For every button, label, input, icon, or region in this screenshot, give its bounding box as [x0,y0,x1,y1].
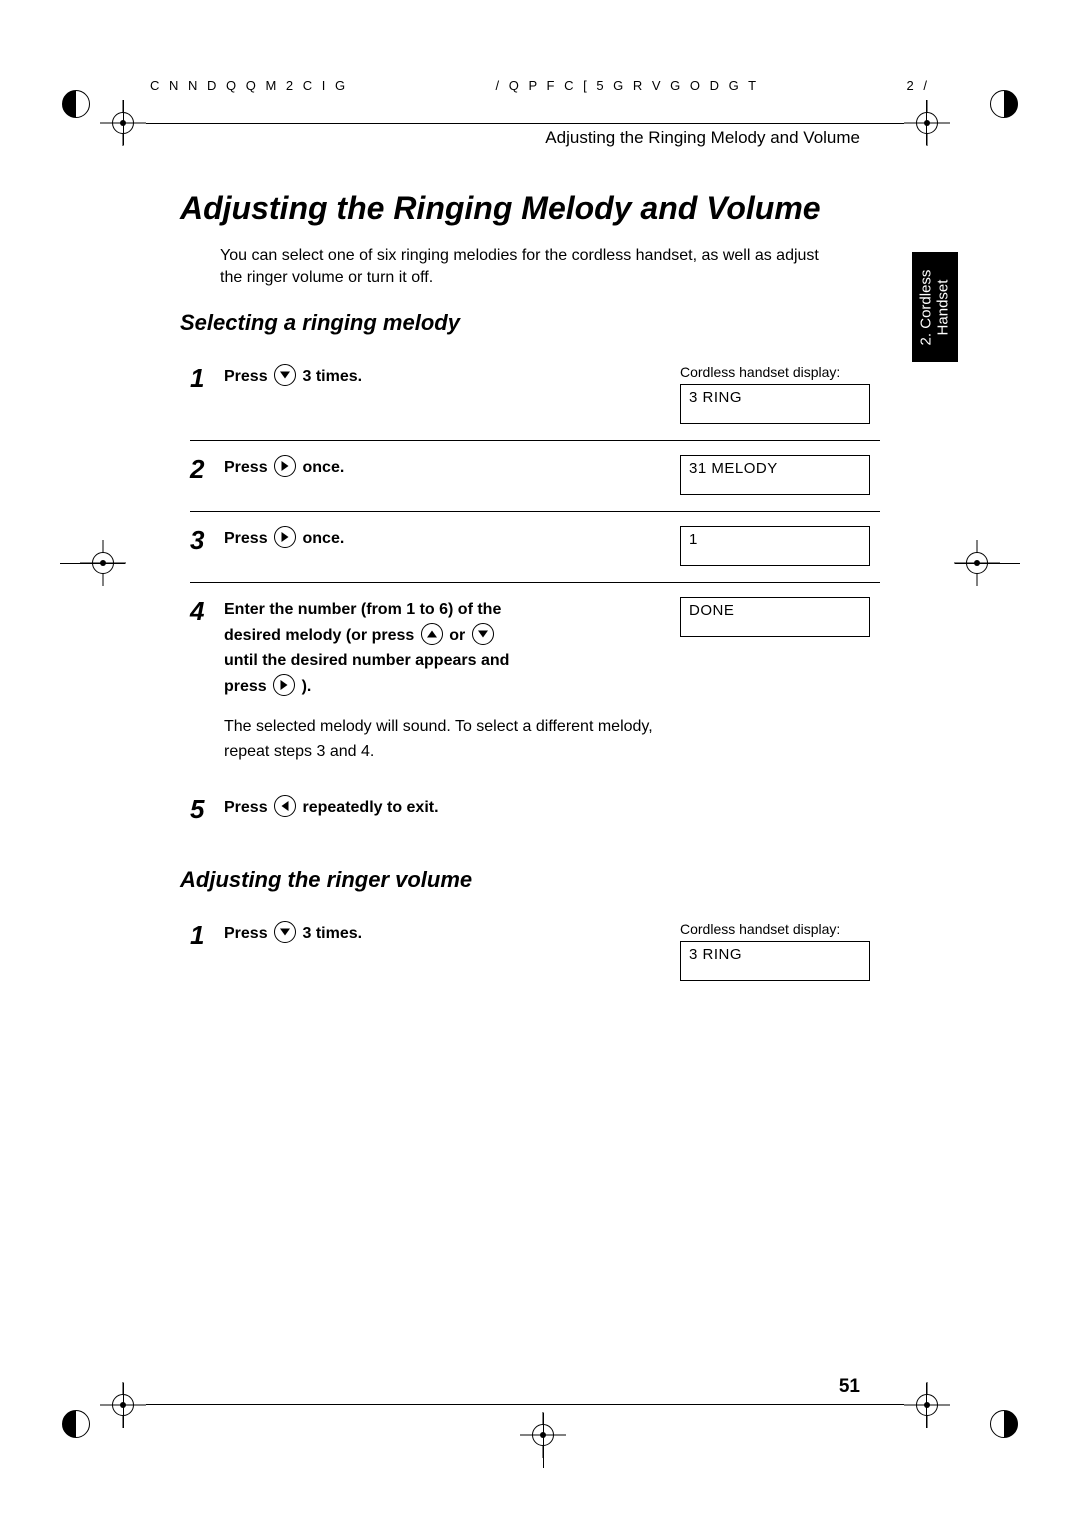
step-row: 4 Enter the number (from 1 to 6) of the … [190,582,880,781]
reg-crosshair [904,1382,950,1428]
step-row: 3 Press once. 1 [190,511,880,582]
display-column: DONE [680,597,880,637]
hdr-right: 2 / [907,78,930,93]
section2-grid: 1 Press 3 times. Cordless handset displa… [190,907,880,997]
display-column: 1 [680,526,880,566]
header-codes: C N N D Q Q M 2 C I G / Q P F C [ 5 G R … [150,78,930,93]
step-row: 5 Press repeatedly to exit. [190,781,880,840]
step-body: Press once. [224,455,680,481]
step-line: desired melody (or press or [224,623,668,649]
down-arrow-icon [274,921,296,943]
step-body: Press repeatedly to exit. [224,795,680,821]
step-text: Press [224,925,272,942]
display-box: 1 [680,526,870,566]
content: Adjusting the Ringing Melody and Volume … [180,190,880,997]
step-text: Enter the number (from 1 to 6) of the [224,597,668,623]
reg-crosshair [904,100,950,146]
step-text: or [449,627,469,644]
step-text: until the desired number appears and [224,648,668,674]
step-row: 1 Press 3 times. Cordless handset displa… [190,350,880,440]
step-row: 1 Press 3 times. Cordless handset displa… [190,907,880,997]
step-number: 2 [190,455,224,484]
display-caption: Cordless handset display: [680,364,880,380]
step-body: Press 3 times. [224,364,680,390]
step-text: Press [224,459,272,476]
step-note: The selected melody will sound. To selec… [224,714,668,765]
page-number: 51 [839,1376,860,1398]
reg-halfdisk [990,90,1018,118]
reg-crosshair [100,1382,146,1428]
reg-crosshair [520,1412,566,1458]
right-arrow-icon [274,526,296,548]
reg-line [543,1413,544,1468]
page-title: Adjusting the Ringing Melody and Volume [180,190,880,227]
step-line: press ). [224,674,668,700]
step-number: 1 [190,364,224,393]
display-box: DONE [680,597,870,637]
reg-line [146,123,904,124]
section1-grid: 1 Press 3 times. Cordless handset displa… [190,350,880,839]
step-text: press [224,678,271,695]
display-box: 31 MELODY [680,455,870,495]
intro-text: You can select one of six ringing melodi… [220,245,820,288]
side-tab: 2. CordlessHandset [912,252,958,362]
reg-line [60,563,125,564]
reg-halfdisk [990,1410,1018,1438]
step-number: 4 [190,597,224,626]
left-arrow-icon [274,795,296,817]
up-arrow-icon [421,623,443,645]
section1-heading: Selecting a ringing melody [180,310,880,336]
step-text: once. [303,530,345,547]
reg-line [123,1383,124,1428]
hdr-left: C N N D Q Q M 2 C I G [150,78,348,93]
section2-heading: Adjusting the ringer volume [180,867,880,893]
step-text: desired melody (or press [224,627,419,644]
step-text: 3 times. [303,368,363,385]
step-body: Enter the number (from 1 to 6) of the de… [224,597,680,765]
reg-line [955,563,1020,564]
step-row: 2 Press once. 31 MELODY [190,440,880,511]
down-arrow-icon [274,364,296,386]
side-tab-label: 2. CordlessHandset [919,269,952,345]
step-number: 1 [190,921,224,950]
running-head: Adjusting the Ringing Melody and Volume [545,128,860,148]
step-text: Press [224,530,272,547]
reg-halfdisk [62,90,90,118]
step-body: Press once. [224,526,680,552]
reg-crosshair [954,540,1000,586]
reg-crosshair [80,540,126,586]
step-text: once. [303,459,345,476]
reg-line [146,1404,904,1405]
right-arrow-icon [274,455,296,477]
reg-line [926,1383,927,1428]
display-box: 3 RING [680,941,870,981]
reg-line [926,100,927,145]
display-column: Cordless handset display: 3 RING [680,921,880,981]
reg-line [123,100,124,145]
reg-crosshair [100,100,146,146]
display-column: Cordless handset display: 3 RING [680,364,880,424]
hdr-mid: / Q P F C [ 5 G R V G O D G T [496,78,760,93]
step-number: 3 [190,526,224,555]
step-text: Press [224,799,272,816]
down-arrow-icon [472,623,494,645]
step-text: repeatedly to exit. [303,799,439,816]
display-box: 3 RING [680,384,870,424]
step-text: ). [302,678,312,695]
reg-halfdisk [62,1410,90,1438]
display-caption: Cordless handset display: [680,921,880,937]
step-number: 5 [190,795,224,824]
step-text: 3 times. [303,925,363,942]
display-column: 31 MELODY [680,455,880,495]
step-text: Press [224,368,272,385]
right-arrow-icon [273,674,295,696]
step-body: Press 3 times. [224,921,680,947]
